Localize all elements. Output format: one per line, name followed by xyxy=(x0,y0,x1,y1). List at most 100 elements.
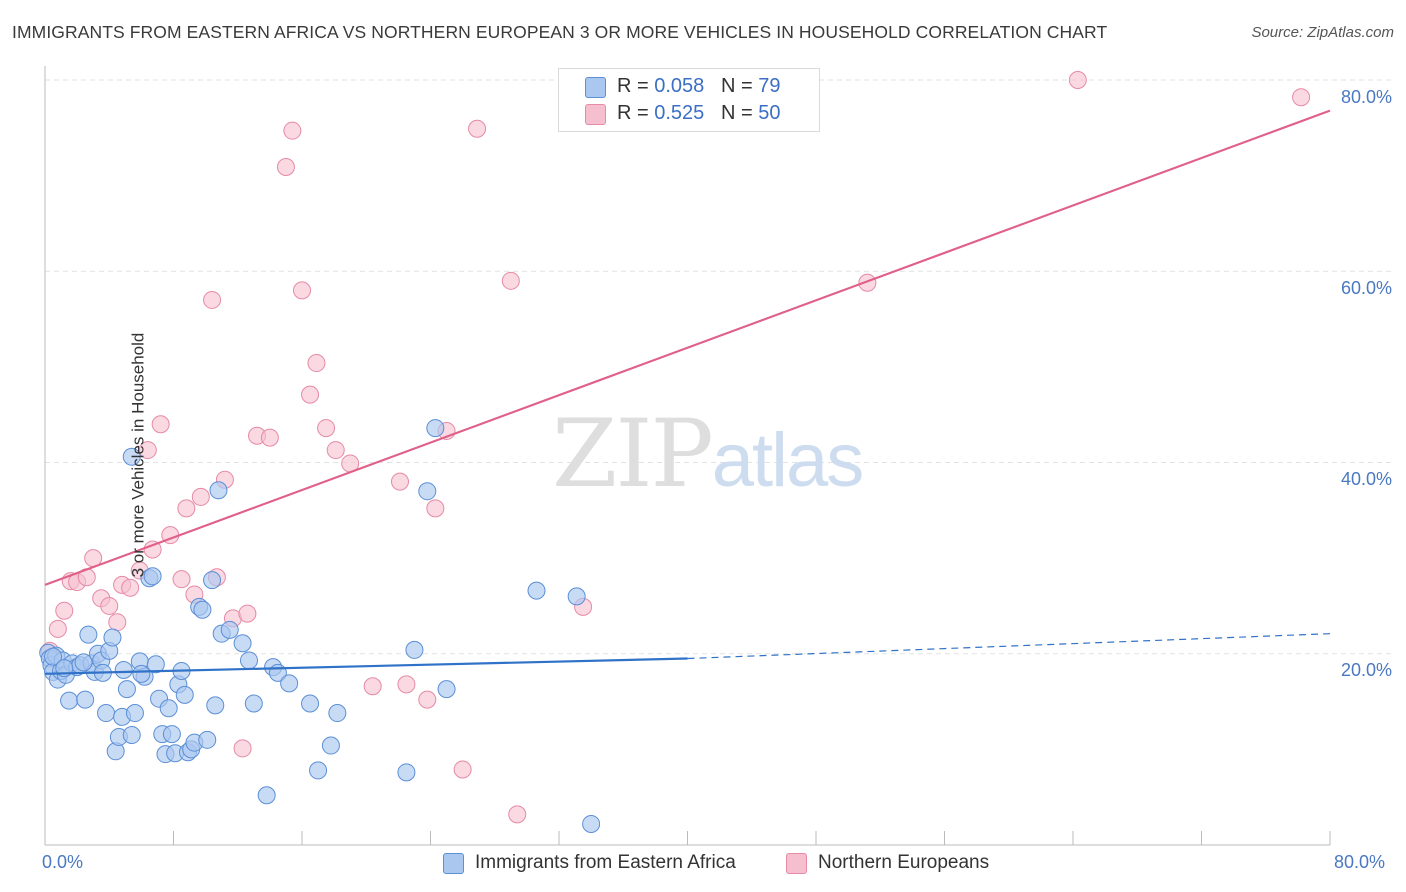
eastern-africa-point xyxy=(220,620,239,639)
eastern-africa-point xyxy=(527,581,546,600)
northern-europeans-point xyxy=(293,281,311,300)
source-label: Source: ZipAtlas.com xyxy=(1251,24,1394,41)
eastern-africa-point xyxy=(328,704,347,723)
eastern-africa-point xyxy=(198,730,217,749)
eastern-africa-point xyxy=(309,761,328,780)
eastern-africa-point xyxy=(397,763,416,782)
y-tick-label-60: 60.0% xyxy=(1340,278,1392,298)
northern-europeans-point xyxy=(177,499,196,518)
northern-europeans-points xyxy=(40,71,1311,824)
northern-europeans-point xyxy=(1292,88,1311,107)
eastern-africa-trendline-extension xyxy=(687,633,1331,660)
northern-europeans-point xyxy=(858,273,877,292)
legend-n-label: N = xyxy=(720,75,759,97)
northern-europeans-point xyxy=(501,271,520,290)
eastern-africa-point xyxy=(79,625,98,644)
northern-europeans-point xyxy=(121,578,140,597)
northern-europeans-point xyxy=(363,677,382,696)
eastern-africa-point xyxy=(582,814,601,833)
northern-europeans-point xyxy=(191,487,210,506)
eastern-africa-point xyxy=(74,653,93,672)
eastern-africa-point xyxy=(162,725,181,744)
legend-r-label: R = xyxy=(617,75,655,97)
y-tick-label-80: 80.0% xyxy=(1340,87,1392,107)
bottom-legend-label-northern-europeans: Northern Europeans xyxy=(818,852,990,873)
eastern-africa-point xyxy=(114,661,133,680)
eastern-africa-point xyxy=(132,664,151,683)
eastern-africa-point xyxy=(76,690,95,709)
northern-europeans-point xyxy=(238,604,257,623)
northern-europeans-point xyxy=(418,690,437,709)
northern-europeans-point xyxy=(108,613,127,632)
eastern-africa-point xyxy=(567,587,586,606)
northern-europeans-point xyxy=(508,805,527,824)
chart-title: IMMIGRANTS FROM EASTERN AFRICA VS NORTHE… xyxy=(12,22,1108,42)
northern-europeans-point xyxy=(233,739,252,758)
eastern-africa-point xyxy=(301,694,320,713)
bottom-legend-label-eastern-africa: Immigrants from Eastern Africa xyxy=(475,852,736,873)
axes xyxy=(44,66,1331,846)
northern-europeans-point xyxy=(453,760,472,779)
northern-europeans-point xyxy=(283,121,302,140)
eastern-africa-point xyxy=(97,704,116,723)
eastern-africa-point xyxy=(321,736,340,755)
eastern-africa-point xyxy=(122,726,141,745)
eastern-africa-point xyxy=(206,696,225,715)
eastern-africa-point xyxy=(203,571,222,590)
x-tick-label-max: 80.0% xyxy=(1334,852,1386,872)
northern-europeans-point xyxy=(326,441,345,460)
legend-r-value: 0.058 xyxy=(654,75,705,97)
northern-europeans-point xyxy=(307,354,326,373)
correlation-legend: R = 0.058 N = 79 R = 0.525 N = 50 xyxy=(558,68,820,132)
eastern-africa-point xyxy=(426,419,445,438)
eastern-africa-point xyxy=(233,634,252,653)
eastern-africa-point xyxy=(193,600,212,619)
eastern-africa-point xyxy=(175,685,194,704)
northern-europeans-point xyxy=(1068,71,1087,89)
eastern-africa-point xyxy=(244,694,263,713)
eastern-africa-point xyxy=(159,699,178,718)
northern-europeans-point xyxy=(260,428,279,447)
eastern-africa-point xyxy=(405,640,424,659)
legend-swatch-pink xyxy=(585,104,606,125)
eastern-africa-point xyxy=(239,651,258,670)
northern-europeans-point xyxy=(203,290,222,309)
northern-europeans-point xyxy=(301,385,320,404)
y-axis-label: 3 or more Vehicles in Household xyxy=(128,332,148,578)
y-tick-label-20: 20.0% xyxy=(1340,660,1392,680)
northern-europeans-point xyxy=(48,619,67,638)
zipatlas-watermark: ZIPatlas xyxy=(552,400,864,509)
northern-europeans-point xyxy=(397,675,416,694)
northern-europeans-point xyxy=(143,540,162,559)
northern-europeans-point xyxy=(426,499,445,518)
eastern-africa-point xyxy=(103,628,122,647)
trendlines xyxy=(44,109,1331,675)
legend-n-label: N = xyxy=(720,102,759,124)
eastern-africa-points xyxy=(39,419,601,833)
watermark-zip: ZIP xyxy=(552,400,714,509)
eastern-africa-point xyxy=(146,655,165,674)
eastern-africa-trendline xyxy=(44,657,688,675)
northern-europeans-trendline xyxy=(44,109,1331,586)
legend-n-value: 50 xyxy=(758,102,781,124)
y-tick-label-40: 40.0% xyxy=(1340,469,1392,489)
bottom-legend-swatch-pink xyxy=(786,853,807,874)
eastern-africa-point xyxy=(418,482,437,501)
eastern-africa-point xyxy=(44,647,63,666)
gridlines xyxy=(45,79,1392,655)
eastern-africa-point xyxy=(437,680,456,699)
eastern-africa-point xyxy=(143,567,162,586)
legend-n-value: 79 xyxy=(758,75,781,97)
eastern-africa-point xyxy=(280,674,299,693)
legend-swatch-blue xyxy=(585,77,606,98)
northern-europeans-point xyxy=(138,441,157,460)
northern-europeans-point xyxy=(390,472,409,491)
northern-europeans-point xyxy=(468,119,487,138)
eastern-africa-point xyxy=(60,691,79,710)
northern-europeans-point xyxy=(172,570,191,589)
x-tick-label-min: 0.0% xyxy=(42,852,84,872)
northern-europeans-point xyxy=(151,415,170,434)
eastern-africa-point xyxy=(257,786,276,805)
northern-europeans-point xyxy=(55,601,74,620)
